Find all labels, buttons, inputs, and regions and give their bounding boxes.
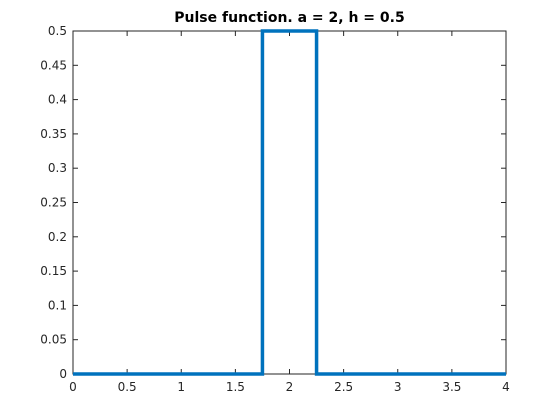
x-tick-label: 2 (286, 380, 294, 394)
y-tick-label: 0.35 (40, 127, 67, 141)
x-tick-label: 4 (502, 380, 510, 394)
y-tick-label: 0.4 (48, 93, 67, 107)
chart-title: Pulse function. a = 2, h = 0.5 (174, 10, 404, 26)
plot-area (72, 30, 507, 375)
y-tick-label: 0.25 (40, 196, 67, 210)
x-tick-label: 0 (69, 380, 77, 394)
x-tick-label: 0.5 (118, 380, 137, 394)
x-tick-label: 1.5 (226, 380, 245, 394)
x-tick-label: 3.5 (442, 380, 461, 394)
y-tick-label: 0.2 (48, 230, 67, 244)
line (73, 29, 506, 376)
y-tick-label: 0.3 (48, 161, 67, 175)
y-tick-label: 0.45 (40, 58, 67, 72)
x-tick-label: 2.5 (334, 380, 353, 394)
x-tick-label: 3 (394, 380, 402, 394)
y-tick-label: 0.05 (40, 333, 67, 347)
y-tick-label: 0.1 (48, 298, 67, 312)
y-tick-label: 0 (59, 367, 67, 381)
y-tick-label: 0.5 (48, 24, 67, 38)
x-tick-label: 1 (177, 380, 185, 394)
y-tick-label: 0.15 (40, 264, 67, 278)
